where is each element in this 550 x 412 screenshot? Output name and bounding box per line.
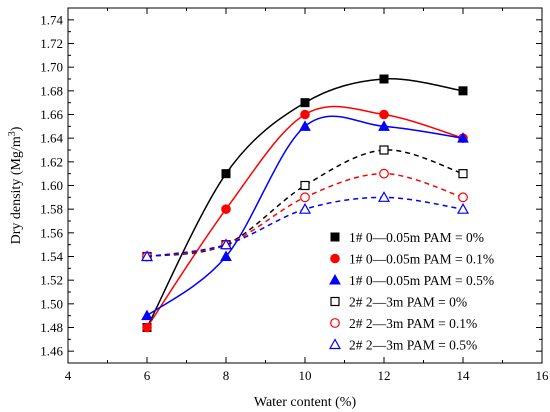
series-4-point [458, 169, 468, 179]
legend-label: 2# 2—3m PAM = 0.5% [349, 338, 477, 353]
series-5-point [458, 192, 468, 203]
series-3-point [220, 250, 232, 261]
series-2-point [142, 322, 152, 333]
x-tick-label: 8 [223, 368, 230, 383]
series-2 [142, 105, 468, 333]
x-tick-label: 14 [457, 368, 471, 383]
y-axis-label-text: Dry density (Mg/m [9, 136, 24, 244]
series-layer [140, 74, 470, 333]
series-1-point [458, 86, 468, 96]
series-4-point [379, 145, 389, 155]
y-tick-label: 1.74 [40, 12, 63, 27]
legend-marker [330, 232, 340, 242]
legend-marker [330, 318, 340, 328]
series-3-point [457, 132, 469, 143]
legend-item: 2# 2—3m PAM = 0.5% [328, 338, 477, 353]
x-tick-label: 12 [378, 368, 391, 383]
series-3 [141, 115, 469, 321]
legend-item: 1# 0—0.05m PAM = 0.1% [330, 252, 494, 267]
series-6-point [456, 202, 470, 214]
series-6-point [219, 238, 233, 250]
legend-marker [329, 273, 341, 285]
y-tick-label: 1.66 [40, 107, 63, 122]
series-2-line [146, 105, 464, 328]
series-3-line [146, 115, 464, 317]
series-5-point [379, 168, 389, 179]
y-axis-label-superscript: 3 [7, 131, 18, 136]
y-tick-label: 1.48 [40, 320, 63, 335]
y-tick-label: 1.50 [40, 296, 63, 311]
y-tick-label: 1.64 [40, 131, 63, 146]
legend-item: 1# 0—0.05m PAM = 0% [330, 230, 484, 245]
series-1-line [146, 78, 464, 328]
legend-marker [328, 338, 342, 350]
legend-item: 1# 0—0.05m PAM = 0.5% [329, 273, 494, 288]
series-6-point [298, 202, 312, 214]
y-tick-label: 1.72 [40, 36, 63, 51]
legend-item: 2# 2—3m PAM = 0.1% [330, 316, 477, 331]
legend-item: 2# 2—3m PAM = 0% [330, 295, 467, 310]
series-2-point [379, 109, 389, 120]
y-tick-label: 1.54 [40, 249, 63, 264]
series-4-point [300, 180, 310, 191]
legend-label: 1# 0—0.05m PAM = 0.5% [349, 273, 494, 288]
y-tick-label: 1.60 [40, 178, 63, 193]
legend-label: 1# 0—0.05m PAM = 0% [349, 230, 484, 245]
legend: 1# 0—0.05m PAM = 0% 1# 0—0.05m PAM = 0.1%… [328, 230, 494, 353]
x-tick-label: 10 [299, 368, 312, 383]
y-tick-label: 1.58 [40, 202, 63, 217]
legend-label: 1# 0—0.05m PAM = 0.1% [349, 252, 494, 267]
y-tick-label: 1.62 [40, 154, 63, 169]
series-3-point [299, 120, 311, 131]
legend-marker [330, 296, 340, 307]
legend-label: 2# 2—3m PAM = 0.1% [349, 316, 477, 331]
series-6-point [140, 250, 154, 262]
series-1-point [300, 98, 310, 108]
series-3-point [141, 309, 153, 321]
series-2-point [300, 109, 310, 120]
x-tick-label: 4 [65, 368, 72, 383]
y-tick-label: 1.56 [40, 225, 63, 240]
series-5-point [300, 192, 310, 203]
series-6 [140, 191, 470, 262]
tick-marks: 4 6 8 10 12 14 16 1.46 1.48 1.50 1.52 1.54 1.56 1.58 1… [40, 7, 550, 383]
series-4-line [146, 149, 464, 258]
y-tick-label: 1.46 [40, 344, 63, 359]
x-tick-label: 16 [536, 368, 550, 383]
legend-label: 2# 2—3m PAM = 0% [349, 295, 467, 310]
series-3-point [378, 120, 390, 131]
x-tick-label: 6 [144, 368, 151, 383]
y-axis-label: Dry density (Mg/m3) [7, 126, 24, 244]
y-tick-label: 1.70 [40, 60, 63, 75]
y-axis-label-end: ) [9, 126, 24, 131]
x-axis-label: Water content (%) [254, 395, 357, 410]
series-6-point [377, 191, 391, 202]
series-1-point [221, 169, 231, 179]
y-tick-label: 1.52 [40, 273, 63, 288]
y-tick-label: 1.68 [40, 83, 63, 98]
series-2-point [221, 204, 231, 214]
series-1-point [379, 74, 389, 84]
legend-marker [330, 253, 340, 264]
